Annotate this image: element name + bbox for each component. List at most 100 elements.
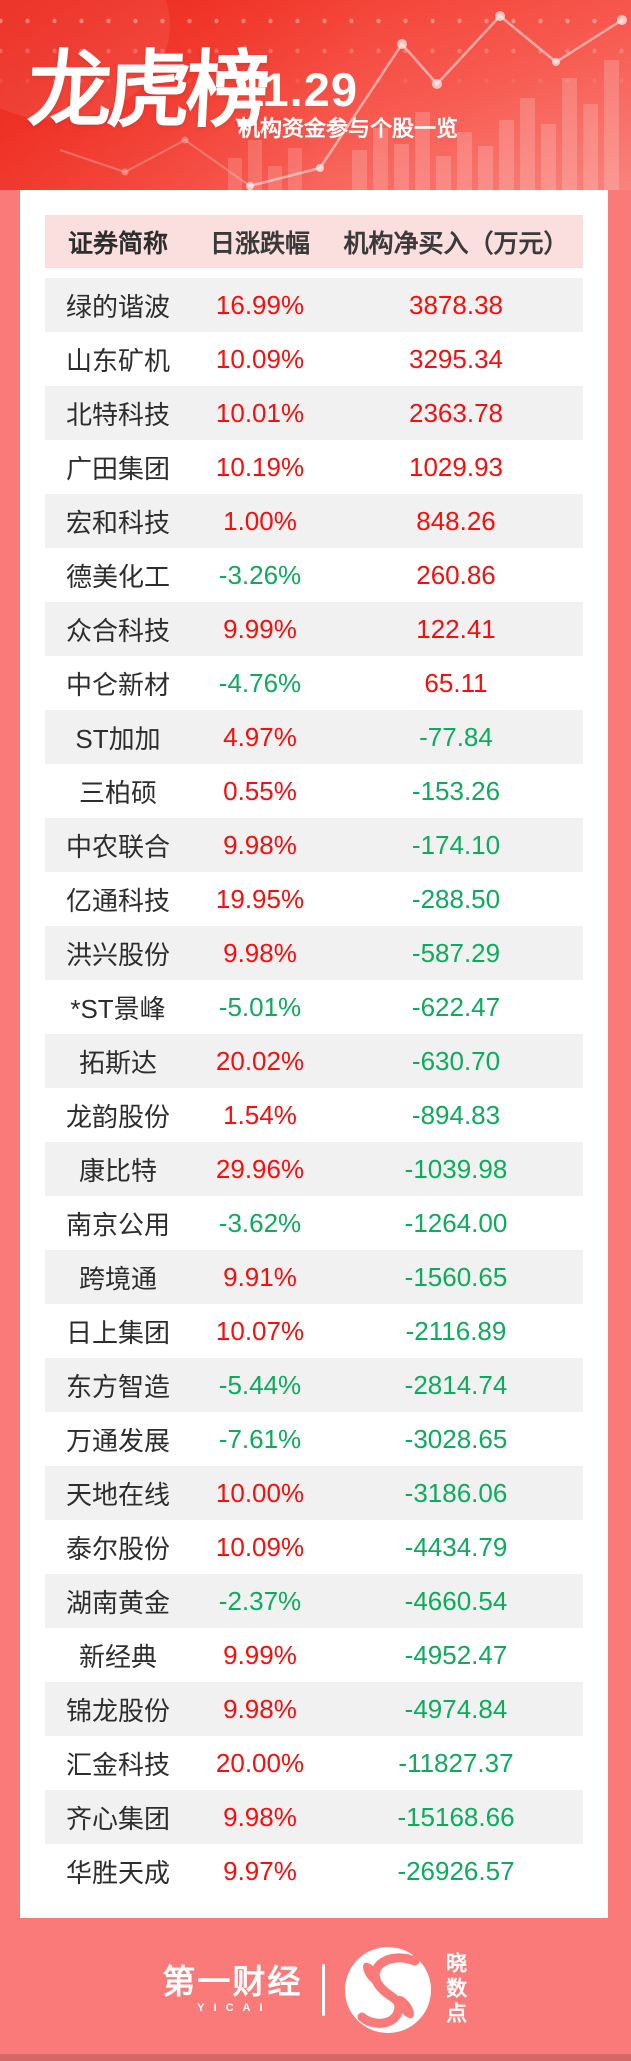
stock-name-cell: 康比特 (78, 1155, 157, 1186)
stock-name-cell: *ST景峰 (70, 993, 166, 1024)
table-row: ST加加 4.97% -77.84 (45, 710, 583, 764)
daily-change-cell: -4.76% (218, 667, 302, 698)
table-row: 万通发展 -7.61% -3028.65 (45, 1412, 583, 1466)
stock-name-cell: 万通发展 (65, 1425, 170, 1456)
net-buy-cell: 3295.34 (409, 343, 503, 374)
stock-name-cell: 华胜天成 (65, 1857, 170, 1888)
stock-name-cell: 三柏硕 (78, 777, 157, 808)
logo-s-curve (357, 1952, 420, 2028)
table-row: *ST景峰 -5.01% -622.47 (45, 980, 583, 1034)
column-header-daily-change: 日涨跌幅 (209, 229, 310, 258)
daily-change-cell: 10.19% (215, 451, 305, 482)
stock-name-cell: 绿的谐波 (65, 291, 170, 322)
daily-change-cell: 1.54% (223, 1099, 297, 1130)
net-buy-cell: -153.26 (411, 775, 501, 806)
daily-change-cell: 9.98% (223, 1801, 297, 1832)
daily-change-cell: 10.09% (215, 1531, 305, 1562)
table-row: 广田集团 10.19% 1029.93 (45, 440, 583, 494)
table-row: 跨境通 9.91% -1560.65 (45, 1250, 583, 1304)
daily-change-cell: 29.96% (215, 1153, 305, 1184)
table-row: 华胜天成 9.97% -26926.57 (45, 1844, 583, 1898)
stock-name-cell: 中农联合 (65, 831, 170, 862)
stock-name-cell: 汇金科技 (65, 1749, 170, 1780)
net-buy-cell: -4952.47 (404, 1639, 508, 1670)
table-row: 新经典 9.99% -4952.47 (45, 1628, 583, 1682)
daily-change-cell: -5.01% (218, 991, 302, 1022)
table-row: 洪兴股份 9.98% -587.29 (45, 926, 583, 980)
daily-change-cell: 9.97% (223, 1855, 297, 1886)
net-buy-cell: -894.83 (411, 1099, 501, 1130)
daily-change-cell: -7.61% (218, 1423, 302, 1454)
daily-change-cell: -3.62% (218, 1207, 302, 1238)
table-row: 锦龙股份 9.98% -4974.84 (45, 1682, 583, 1736)
table-row: 绿的谐波 16.99% 3878.38 (45, 278, 583, 332)
net-buy-cell: -4660.54 (404, 1585, 508, 1616)
net-buy-cell: 3878.38 (409, 289, 503, 320)
daily-change-cell: 20.00% (215, 1747, 305, 1778)
table-row: 中农联合 9.98% -174.10 (45, 818, 583, 872)
net-buy-cell: -174.10 (411, 829, 501, 860)
table-row: 山东矿机 10.09% 3295.34 (45, 332, 583, 386)
logo-leaf-bottom (396, 1995, 415, 2018)
daily-change-cell: 1.00% (223, 505, 297, 536)
data-table-card: 证券简称 日涨跌幅 机构净买入（万元） 绿的谐波 16.99% 3878.38 … (20, 190, 608, 1918)
net-buy-cell: -3186.06 (404, 1477, 508, 1508)
table-row: 龙韵股份 1.54% -894.83 (45, 1088, 583, 1142)
header-banner: 龙虎榜 11.29 机构资金参与个股一览 (0, 0, 631, 190)
net-buy-cell: 65.11 (424, 667, 488, 698)
line-chart-dots (246, 11, 627, 190)
table-row: 齐心集团 9.98% -15168.66 (45, 1790, 583, 1844)
daily-change-cell: -3.26% (218, 559, 302, 590)
stock-name-cell: 泰尔股份 (65, 1533, 170, 1564)
table-row: 南京公用 -3.62% -1264.00 (45, 1196, 583, 1250)
net-buy-cell: -1039.98 (404, 1153, 508, 1184)
table-row: 日上集团 10.07% -2116.89 (45, 1304, 583, 1358)
stock-name-cell: 锦龙股份 (65, 1695, 170, 1726)
daily-change-cell: -5.44% (218, 1369, 302, 1400)
dot-grid-pattern (0, 0, 631, 100)
net-buy-cell: -15168.66 (397, 1801, 515, 1832)
net-buy-cell: -4974.84 (404, 1693, 508, 1724)
daily-change-cell: 9.91% (223, 1261, 297, 1292)
footer-brand-bar: 第一财经 YICAI 晓数点 (0, 1918, 631, 2061)
stock-chart-decoration (59, 11, 627, 190)
daily-change-cell: 9.99% (223, 613, 297, 644)
net-buy-cell: -1264.00 (404, 1207, 508, 1238)
table-row: 宏和科技 1.00% 848.26 (45, 494, 583, 548)
daily-change-cell: 4.97% (223, 721, 297, 752)
daily-change-cell: 20.02% (215, 1045, 305, 1076)
header-gradient-overlay (0, 0, 631, 190)
daily-change-cell: 10.07% (215, 1315, 305, 1346)
net-buy-cell: 2363.78 (409, 397, 503, 428)
page-subtitle: 机构资金参与个股一览 (238, 116, 459, 141)
stock-name-cell: 龙韵股份 (65, 1101, 170, 1132)
net-buy-cell: 1029.93 (409, 451, 503, 482)
daily-change-cell: 19.95% (215, 883, 305, 914)
net-buy-cell: -77.84 (419, 721, 493, 752)
stock-name-cell: 宏和科技 (65, 507, 170, 538)
table-row: 湖南黄金 -2.37% -4660.54 (45, 1574, 583, 1628)
table-row: 拓斯达 20.02% -630.70 (45, 1034, 583, 1088)
bar-chart-decoration-right (352, 60, 619, 190)
line-chart-decoration-faint (59, 138, 251, 187)
daily-change-cell: 10.01% (215, 397, 305, 428)
stock-name-cell: 洪兴股份 (65, 939, 170, 970)
daily-change-cell: 9.98% (223, 1693, 297, 1724)
stock-name-cell: 东方智造 (65, 1371, 170, 1402)
yicai-logo: 第一财经 YICAI (162, 1965, 302, 2014)
daily-change-cell: 10.09% (215, 343, 305, 374)
table-row: 汇金科技 20.00% -11827.37 (45, 1736, 583, 1790)
line-chart-dots-faint (121, 136, 189, 176)
net-buy-cell: 848.26 (416, 505, 496, 536)
table-rows: 绿的谐波 16.99% 3878.38 山东矿机 10.09% 3295.34 … (45, 278, 583, 1898)
net-buy-cell: 260.86 (416, 559, 496, 590)
daily-change-cell: 10.00% (215, 1477, 305, 1508)
net-buy-cell: -1560.65 (404, 1261, 508, 1292)
yicai-logo-cn: 第一财经 (162, 1963, 303, 2000)
footer-divider (322, 1963, 326, 2016)
net-buy-cell: -587.29 (411, 937, 501, 968)
page-title: 龙虎榜 (25, 43, 268, 137)
xiaoshudian-logo-text: 晓数点 (443, 1952, 467, 2027)
stock-name-cell: 德美化工 (65, 561, 170, 592)
